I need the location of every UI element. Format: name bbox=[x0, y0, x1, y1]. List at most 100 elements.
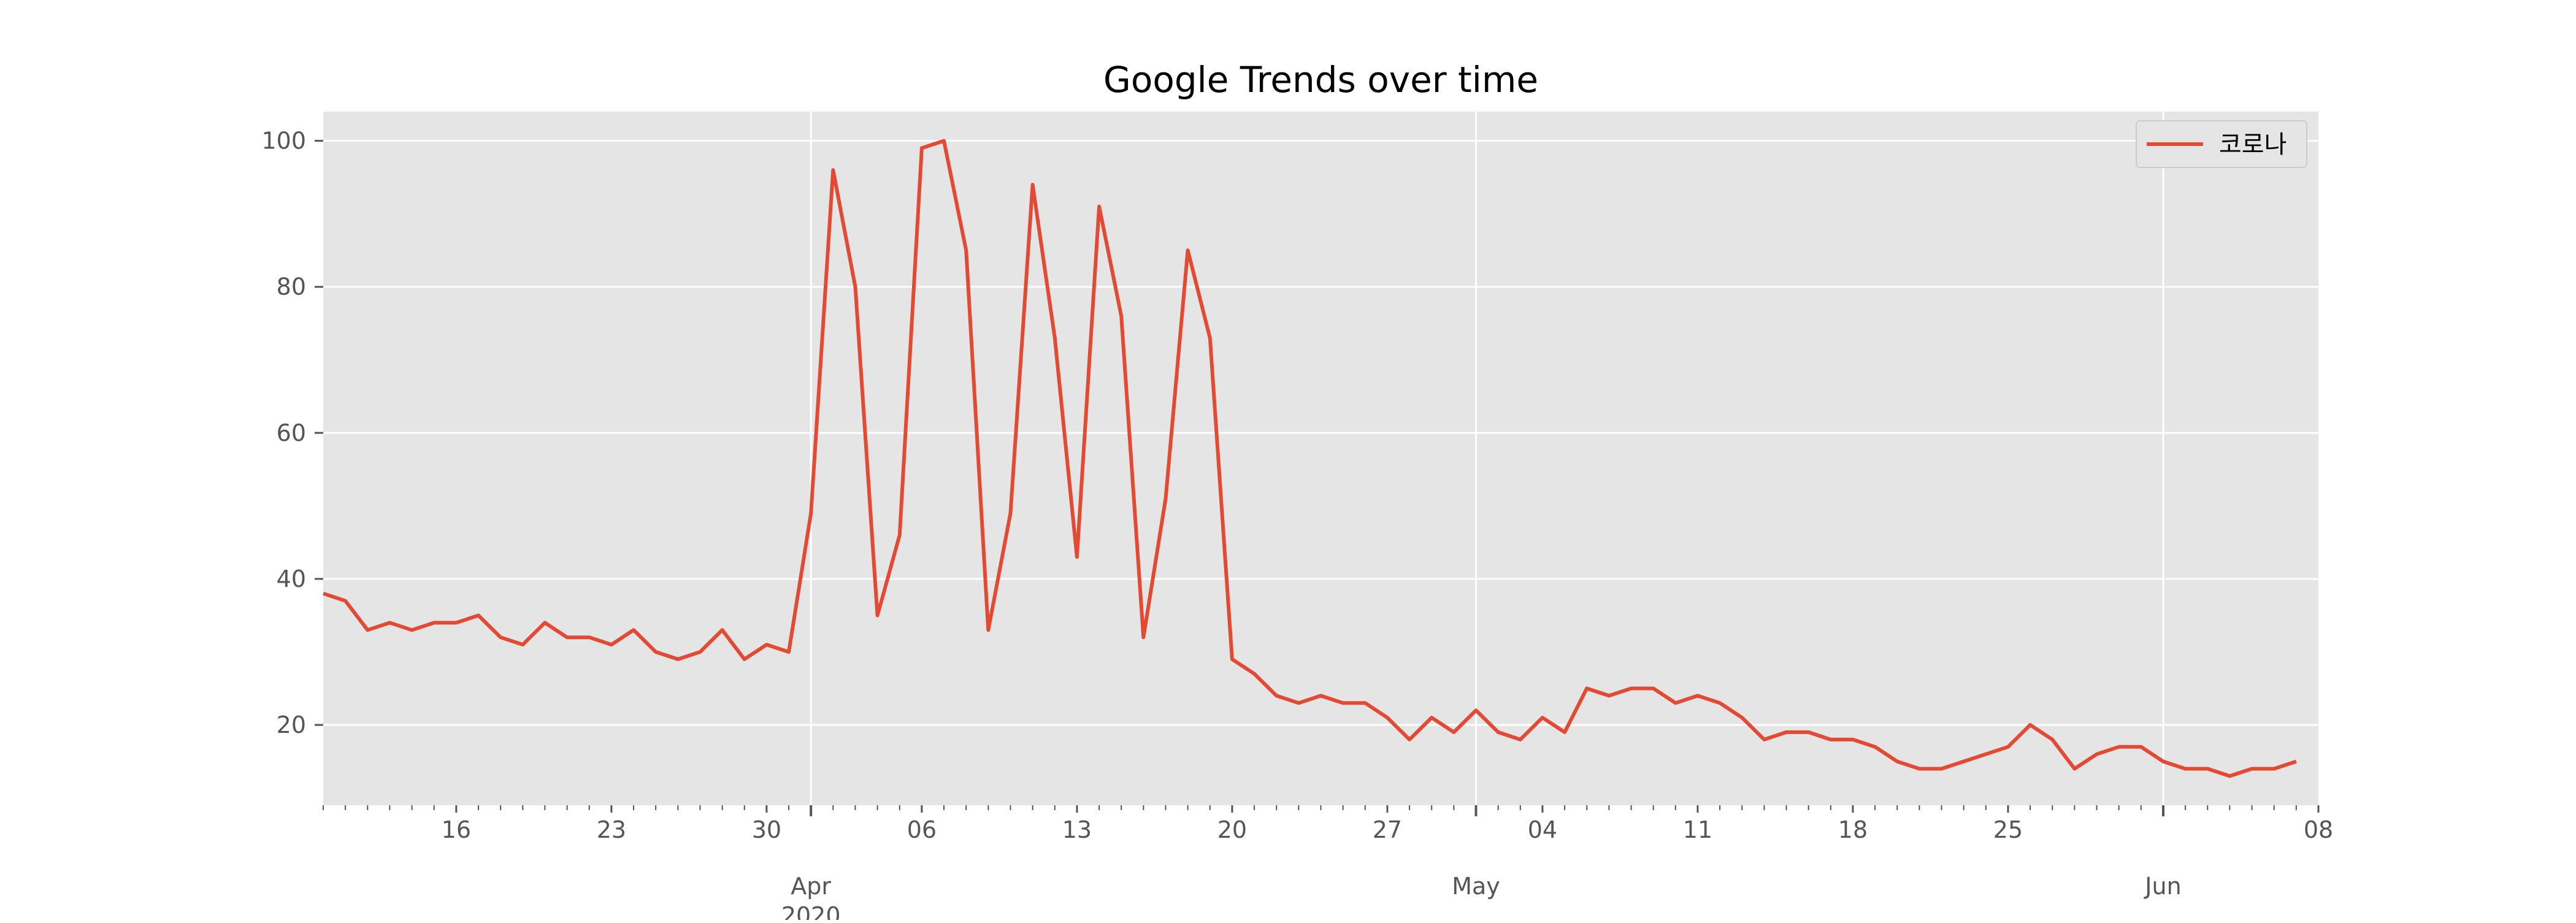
data-point bbox=[1386, 717, 1388, 719]
x-minor-tick-label: 04 bbox=[1528, 816, 1557, 843]
data-point bbox=[876, 615, 878, 616]
data-point bbox=[2229, 775, 2231, 777]
data-point bbox=[1564, 731, 1566, 733]
data-point bbox=[2185, 768, 2187, 770]
legend-box bbox=[2136, 120, 2307, 168]
data-point bbox=[655, 651, 657, 653]
grid bbox=[323, 112, 2318, 805]
x-minor-tick-label: 16 bbox=[442, 816, 471, 843]
data-point bbox=[1121, 315, 1122, 317]
data-point bbox=[1741, 717, 1743, 719]
data-point bbox=[2052, 738, 2053, 740]
data-point bbox=[323, 592, 324, 594]
data-point bbox=[1896, 760, 1898, 762]
data-point bbox=[1254, 673, 1255, 675]
data-point bbox=[1696, 695, 1698, 697]
x-minor-tick-label: 18 bbox=[1838, 816, 1868, 843]
x-minor-tick-label: 27 bbox=[1373, 816, 1402, 843]
x-major-tick-label: Apr bbox=[791, 873, 831, 900]
data-point bbox=[810, 512, 812, 514]
data-point bbox=[1830, 738, 1831, 740]
series-line bbox=[323, 139, 2297, 778]
data-point bbox=[1763, 738, 1765, 740]
data-point bbox=[788, 651, 790, 653]
data-point bbox=[478, 615, 480, 616]
data-point bbox=[389, 622, 391, 624]
data-point bbox=[1541, 717, 1543, 719]
data-point bbox=[721, 629, 723, 631]
data-point bbox=[1320, 695, 1322, 697]
data-point bbox=[2096, 753, 2098, 755]
data-point bbox=[1054, 337, 1056, 339]
data-point bbox=[633, 629, 635, 631]
data-point bbox=[765, 644, 767, 646]
data-point bbox=[411, 629, 413, 631]
x-minor-tick-label: 13 bbox=[1062, 816, 1092, 843]
data-point bbox=[854, 286, 856, 288]
x-minor-tick-label: 20 bbox=[1217, 816, 1247, 843]
data-point bbox=[1652, 687, 1654, 689]
axes: 20 40 60 80 100 16 23 30 06 13 20 27 04 11 18 25 08 Apr 20… bbox=[261, 128, 2333, 923]
data-point bbox=[832, 169, 834, 171]
data-point bbox=[1143, 637, 1144, 638]
data-point bbox=[522, 644, 524, 646]
x-minor-tick-label: 25 bbox=[1993, 816, 2023, 843]
data-point bbox=[2007, 746, 2009, 748]
legend-label: 코로나 bbox=[2219, 131, 2287, 159]
data-point bbox=[2207, 768, 2209, 770]
data-point bbox=[677, 658, 679, 660]
series-layer bbox=[323, 139, 2297, 778]
data-point bbox=[921, 147, 922, 149]
data-point bbox=[1497, 731, 1499, 733]
y-tick-label: 60 bbox=[277, 419, 306, 446]
x-major-tick-label: May bbox=[1452, 873, 1500, 900]
data-point bbox=[1919, 768, 1920, 770]
data-point bbox=[1674, 702, 1676, 704]
legend: 코로나 bbox=[2136, 120, 2307, 168]
y-tick-label: 20 bbox=[277, 711, 306, 738]
data-point bbox=[2140, 746, 2142, 748]
data-point bbox=[743, 658, 745, 660]
data-point bbox=[1032, 184, 1033, 186]
y-tick-label: 40 bbox=[277, 565, 306, 592]
data-point bbox=[1852, 738, 1853, 740]
data-point bbox=[987, 629, 989, 631]
x-minor-tick-label: 30 bbox=[752, 816, 781, 843]
chart-title: Google Trends over time bbox=[1103, 59, 1538, 101]
data-point bbox=[1807, 731, 1809, 733]
data-point bbox=[1209, 337, 1211, 339]
data-point bbox=[1963, 760, 1965, 762]
data-point bbox=[1298, 702, 1300, 704]
data-point bbox=[1364, 702, 1366, 704]
data-point bbox=[1985, 753, 1987, 755]
data-point bbox=[965, 250, 967, 251]
data-point bbox=[2074, 768, 2076, 770]
data-point bbox=[566, 637, 568, 638]
data-point bbox=[544, 622, 546, 624]
data-point bbox=[1342, 702, 1344, 704]
data-point bbox=[1165, 497, 1167, 499]
data-point bbox=[2162, 760, 2164, 762]
data-point bbox=[588, 637, 590, 638]
data-point bbox=[610, 644, 612, 646]
y-tick-label: 80 bbox=[277, 274, 306, 301]
x-minor-tick-label: 11 bbox=[1683, 816, 1712, 843]
data-point bbox=[2251, 768, 2253, 770]
y-tick-label: 100 bbox=[261, 128, 306, 155]
data-point bbox=[1231, 658, 1233, 660]
data-point bbox=[500, 637, 502, 638]
data-point bbox=[899, 534, 900, 536]
x-minor-tick-label: 08 bbox=[2304, 816, 2333, 843]
data-point bbox=[699, 651, 701, 653]
x-minor-tick-label: 06 bbox=[907, 816, 937, 843]
data-point bbox=[1010, 512, 1011, 514]
data-point bbox=[1475, 710, 1477, 711]
data-point bbox=[1076, 556, 1078, 558]
data-point bbox=[1187, 250, 1189, 251]
data-point bbox=[1874, 746, 1876, 748]
data-point bbox=[1431, 717, 1433, 719]
data-point bbox=[367, 629, 369, 631]
data-point bbox=[455, 622, 457, 624]
